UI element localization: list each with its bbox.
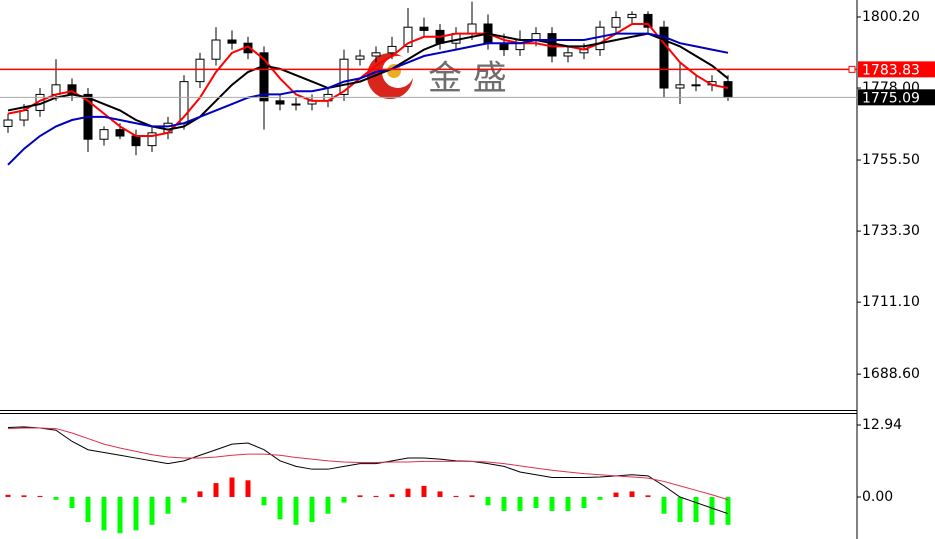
histogram-bar xyxy=(389,494,395,497)
candle-body xyxy=(515,39,525,51)
candle-body xyxy=(147,132,157,147)
y-tick-label: 1733.30 xyxy=(862,223,920,239)
histogram-bar xyxy=(645,495,651,497)
candle-body xyxy=(563,52,573,57)
histogram-bar xyxy=(469,495,475,497)
candle-body xyxy=(211,39,221,60)
candle-body xyxy=(371,52,381,57)
candle-body xyxy=(291,103,301,106)
candle-body xyxy=(339,58,349,95)
y-tick-label: 1755.50 xyxy=(862,152,920,168)
candle-body xyxy=(691,84,701,87)
candle-body xyxy=(467,23,477,35)
y-tick-label: 0.00 xyxy=(862,489,893,505)
histogram-bar xyxy=(517,497,523,511)
candle-body xyxy=(675,84,685,89)
y-tick-label: 1688.60 xyxy=(862,366,920,382)
histogram-bar xyxy=(693,497,699,523)
histogram-bar xyxy=(485,497,491,506)
histogram-bar xyxy=(229,477,235,497)
candle-body xyxy=(3,119,13,127)
candle-body xyxy=(403,26,413,47)
histogram-bar xyxy=(69,497,75,509)
histogram-bar xyxy=(181,497,187,503)
histogram-bar xyxy=(165,497,171,514)
histogram-bar xyxy=(197,491,203,497)
histogram-bar xyxy=(629,491,635,497)
price-marker xyxy=(848,65,856,73)
histogram-bar xyxy=(405,488,411,497)
histogram-bar xyxy=(277,497,283,520)
histogram-bar xyxy=(421,485,427,497)
histogram-bar xyxy=(565,497,571,511)
moving-average xyxy=(7,32,729,131)
price-label-box xyxy=(858,89,935,106)
histogram-bar xyxy=(725,497,731,525)
histogram-bar xyxy=(309,497,315,523)
candle-body xyxy=(387,45,397,54)
candle-body xyxy=(115,129,125,137)
price-label: 1775.09 xyxy=(862,90,920,106)
indicator-line xyxy=(7,426,729,515)
histogram-bar xyxy=(597,497,603,500)
histogram-bar xyxy=(245,480,251,497)
candle-body xyxy=(195,58,205,83)
candle-body xyxy=(611,17,621,28)
histogram-bar xyxy=(133,497,139,531)
histogram-bar xyxy=(149,497,155,525)
price-label: 1783.83 xyxy=(862,62,920,78)
candle-body xyxy=(275,100,285,105)
moving-average xyxy=(7,23,729,138)
histogram-bar xyxy=(709,497,715,525)
y-tick-label: 12.94 xyxy=(862,417,902,433)
candle-body xyxy=(627,13,637,19)
candle-body xyxy=(355,55,365,60)
y-tick-label: 1711.10 xyxy=(862,294,920,310)
histogram-bar xyxy=(501,497,507,511)
histogram-bar xyxy=(533,497,539,509)
candle-body xyxy=(227,39,237,44)
histogram-bar xyxy=(53,497,59,500)
histogram-bar xyxy=(677,497,683,523)
indicator-line xyxy=(7,427,729,501)
histogram-bar xyxy=(5,494,11,497)
histogram-bar xyxy=(357,495,363,497)
candle-body xyxy=(723,81,733,98)
histogram-bar xyxy=(293,497,299,525)
histogram-bar xyxy=(453,495,459,497)
candle-body xyxy=(419,26,429,31)
candle-body xyxy=(259,52,269,102)
candle-body xyxy=(131,135,141,147)
candle-body xyxy=(99,129,109,140)
candle-body xyxy=(643,13,653,28)
candle-body xyxy=(595,26,605,51)
histogram-bar xyxy=(325,497,331,514)
candle-body xyxy=(547,33,557,57)
histogram-bar xyxy=(213,483,219,497)
histogram-bar xyxy=(373,495,379,497)
histogram-bar xyxy=(341,497,347,503)
histogram-bar xyxy=(661,497,667,514)
histogram-bar xyxy=(101,497,107,531)
histogram-bar xyxy=(549,497,555,511)
y-tick-label: 1800.20 xyxy=(862,9,920,25)
histogram-bar xyxy=(613,492,619,497)
histogram-bar xyxy=(581,497,587,509)
histogram-bar xyxy=(117,497,123,534)
histogram-bar xyxy=(437,491,443,497)
histogram-bar xyxy=(37,495,43,497)
histogram-bar xyxy=(21,495,27,497)
histogram-bar xyxy=(85,497,91,523)
candle-body xyxy=(659,26,669,89)
histogram-bar xyxy=(261,497,267,506)
moving-average xyxy=(7,32,729,166)
price-label-box xyxy=(858,61,935,78)
watermark: 金 盛 xyxy=(428,59,507,99)
